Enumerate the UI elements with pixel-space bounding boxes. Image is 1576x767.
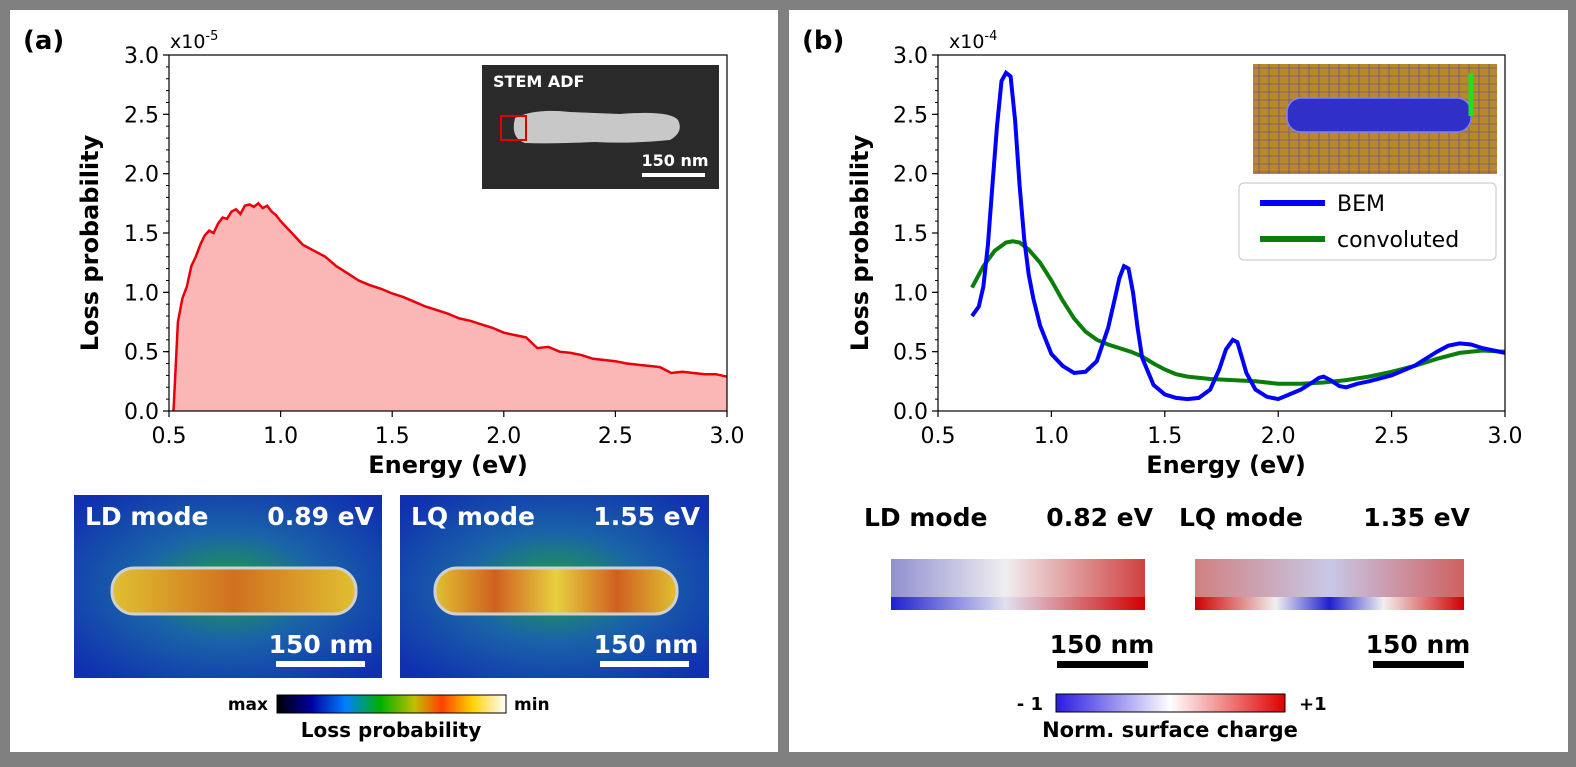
- mode-energy: 0.82 eV: [1046, 503, 1153, 532]
- x-tick-label: 1.5: [375, 424, 410, 449]
- y-tick-label: 1.5: [124, 222, 159, 247]
- y-tick-label: 2.0: [124, 163, 159, 188]
- panel-label: (a): [23, 26, 64, 56]
- plot-frame: [168, 54, 728, 412]
- nanorod-image: [513, 110, 680, 144]
- chart-a: 0.5 1.0 1.5 2.0 2.5 3.00.00.51.01.52.02.53.0 …: [76, 29, 745, 479]
- charge-map-lq: 150 nm: [1195, 559, 1470, 668]
- x-axis-label: Energy (eV): [368, 451, 528, 479]
- spectrum-line: [172, 201, 727, 411]
- x-tick-label: 1.5: [1147, 424, 1182, 449]
- y-multiplier: x10-5: [170, 29, 218, 53]
- colorbar-b: - 1 +1 Norm. surface charge: [1017, 693, 1327, 742]
- charge-scale-label: 150 nm: [1366, 630, 1471, 659]
- y-tick-label: 0.5: [124, 341, 159, 366]
- y-tick-label: 2.0: [893, 163, 928, 188]
- inset-scale-bar: [642, 173, 705, 177]
- charge-scale-bar: [1373, 661, 1464, 668]
- mesh-inset: [1253, 64, 1497, 174]
- mode-label: LQ mode: [1179, 503, 1303, 532]
- y-tick-label: 3.0: [893, 44, 928, 69]
- series-line-convoluted: [970, 239, 1505, 386]
- map-scale-label: 150 nm: [269, 630, 374, 659]
- colorbar-label: Norm. surface charge: [1042, 718, 1298, 742]
- probe-marker: [500, 115, 527, 141]
- nanorod-mesh: [1286, 97, 1472, 133]
- x-tick-label: 2.0: [1261, 424, 1296, 449]
- y-axis-label: Loss probability: [76, 134, 104, 351]
- panel-label: (b): [802, 26, 844, 56]
- y-tick-label: 0.5: [893, 341, 928, 366]
- colorbar-left: max: [228, 695, 268, 715]
- colorbar-label: Loss probability: [301, 718, 481, 742]
- x-tick-label: 0.5: [152, 424, 187, 449]
- colorbar-a: max min Loss probability: [228, 694, 550, 742]
- x-tick-label: 2.0: [486, 424, 521, 449]
- y-tick-label: 3.0: [124, 44, 159, 69]
- y-tick-label: 1.0: [893, 281, 928, 306]
- y-tick-label: 0.0: [124, 400, 159, 425]
- chart-b: 0.5 1.0 1.5 2.0 2.5 3.00.00.51.01.52.02.53.0 …: [846, 29, 1523, 479]
- map-scale-bar: [600, 661, 689, 667]
- y-tick-label: 2.5: [893, 103, 928, 128]
- colorbar-right: min: [514, 695, 550, 715]
- plot-frame: [937, 54, 1506, 412]
- map-energy: 1.55 eV: [593, 502, 700, 531]
- y-tick-label: 1.5: [893, 222, 928, 247]
- y-axis-label: Loss probability: [846, 134, 874, 351]
- map-energy: 0.89 eV: [267, 502, 374, 531]
- axis-ticks: 0.5 1.0 1.5 2.0 2.5 3.00.00.51.01.52.02.53.0: [893, 44, 1523, 449]
- x-tick-label: 2.5: [598, 424, 633, 449]
- x-tick-label: 1.0: [1034, 424, 1069, 449]
- panel-b: (b) 0.5 1.0 1.5 2.0 2.5 3.0 0.0 0.5 1.0 1.5 2.0 2.5…: [789, 10, 1568, 752]
- colorbar-right: +1: [1299, 694, 1327, 715]
- map-mode: LD mode: [85, 502, 208, 531]
- legend-label-convoluted: convoluted: [1337, 228, 1459, 253]
- map-scale-bar: [276, 661, 365, 667]
- map-scale-label: 150 nm: [594, 630, 699, 659]
- map-mode: LQ mode: [411, 502, 535, 531]
- charge-scale-label: 150 nm: [1050, 630, 1155, 659]
- mode-label: LD mode: [864, 503, 987, 532]
- rod-outline: [433, 566, 679, 616]
- x-tick-label: 2.5: [1374, 424, 1409, 449]
- y-tick-label: 0.0: [893, 400, 928, 425]
- x-tick-label: 0.5: [921, 424, 956, 449]
- y-tick-label: 1.0: [124, 281, 159, 306]
- legend-label-bem: BEM: [1337, 192, 1385, 217]
- y-tick-label: 2.5: [124, 103, 159, 128]
- inset-title: STEM ADF: [493, 72, 584, 91]
- x-tick-label: 3.0: [710, 424, 745, 449]
- panel-a-figure: (a) 0.5 1.0 1.5 2.0 2.5 3.00.00.51.01.52.02.5…: [23, 26, 745, 742]
- stem-inset: STEM ADF 150 nm: [482, 65, 719, 189]
- colorbar-left: - 1: [1017, 694, 1043, 715]
- legend: BEM convoluted: [1238, 182, 1497, 261]
- charge-map-ld: 150 nm: [891, 559, 1154, 668]
- rod-outline: [110, 566, 358, 616]
- series-line-bem: [970, 69, 1505, 402]
- eels-map-lq: LQ mode 1.55 eV 150 nm: [400, 495, 709, 678]
- panel-a: (a) 0.5 1.0 1.5 2.0 2.5 3.0 0.0 0.5 1.0 1.5 2.0 2.5…: [10, 10, 778, 752]
- eels-map-ld: LD mode 0.89 eV 150 nm: [74, 495, 382, 678]
- charge-scale-bar: [1057, 661, 1148, 668]
- x-tick-label: 1.0: [263, 424, 298, 449]
- x-tick-label: 3.0: [1488, 424, 1523, 449]
- inset-scale-label: 150 nm: [641, 151, 708, 170]
- axis-ticks: 0.5 1.0 1.5 2.0 2.5 3.00.00.51.01.52.02.53.0: [124, 44, 745, 449]
- y-multiplier: x10-4: [949, 29, 997, 53]
- panel-b-figure: (b) 0.5 1.0 1.5 2.0 2.5 3.00.00.51.01.52.02.5…: [802, 26, 1523, 742]
- mode-energy: 1.35 eV: [1363, 503, 1470, 532]
- spectrum-fill: [173, 203, 727, 411]
- x-axis-label: Energy (eV): [1146, 451, 1306, 479]
